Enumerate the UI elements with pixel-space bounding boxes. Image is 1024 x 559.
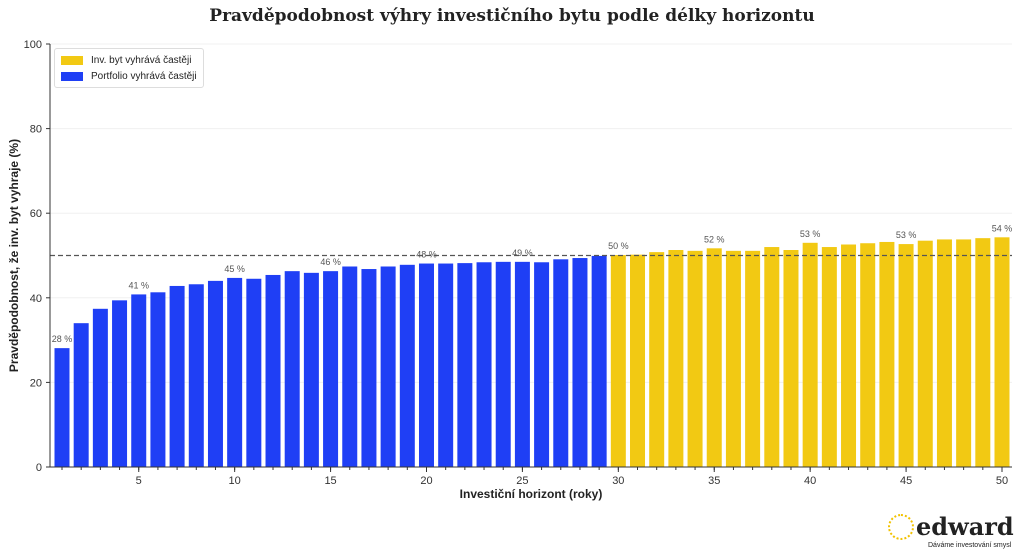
y-tick-label: 80 <box>30 124 42 136</box>
data-label: 48 % <box>416 250 437 260</box>
data-label: 41 % <box>128 280 149 290</box>
bar-year-10 <box>227 277 243 467</box>
bar-year-17 <box>361 269 377 467</box>
bar-year-44 <box>879 241 895 467</box>
bar-year-34 <box>687 250 703 467</box>
bar-year-22 <box>457 263 473 467</box>
logo-tagline: Dáváme investování smysl <box>928 542 1012 549</box>
bar-year-36 <box>725 250 741 467</box>
bar-year-16 <box>342 266 358 467</box>
chart-title: Pravděpodobnost výhry investičního bytu … <box>209 6 815 26</box>
bar-year-5 <box>131 294 147 467</box>
x-tick-label: 40 <box>804 475 816 487</box>
y-tick-label: 40 <box>30 293 42 305</box>
bar-year-49 <box>975 238 991 467</box>
bar-year-32 <box>649 252 665 467</box>
bar-year-3 <box>92 308 108 467</box>
x-tick-label: 20 <box>420 475 432 487</box>
legend-item-portfolio: Portfolio vyhrává častěji <box>61 68 197 84</box>
bar-year-35 <box>706 248 722 467</box>
bar-year-50 <box>994 237 1010 467</box>
y-tick-label: 20 <box>30 377 42 389</box>
bar-year-46 <box>917 240 933 467</box>
bar-year-24 <box>495 261 511 467</box>
y-axis-label: Pravděpodobnost, že inv. byt vyhraje (%) <box>7 139 21 372</box>
data-label: 53 % <box>896 230 917 240</box>
bar-year-13 <box>284 271 300 467</box>
bar-year-29 <box>591 255 607 467</box>
bar-year-27 <box>553 259 569 467</box>
bar-year-20 <box>418 263 434 467</box>
bar-year-23 <box>476 262 492 467</box>
bar-year-37 <box>745 250 761 467</box>
y-tick-label: 0 <box>36 462 42 474</box>
legend: Inv. byt vyhrává častěji Portfolio vyhrá… <box>54 48 204 88</box>
bar-year-21 <box>438 263 454 467</box>
y-tick-label: 60 <box>30 208 42 220</box>
legend-item-byt: Inv. byt vyhrává častěji <box>61 52 197 68</box>
bar-year-33 <box>668 250 684 467</box>
x-axis-label: Investiční horizont (roky) <box>460 487 603 501</box>
bar-year-25 <box>514 261 530 467</box>
bar-year-43 <box>860 243 876 467</box>
bar-year-11 <box>246 278 262 467</box>
bar-year-38 <box>764 247 780 467</box>
x-tick-label: 15 <box>324 475 336 487</box>
bar-year-45 <box>898 244 914 467</box>
bar-year-6 <box>150 292 166 467</box>
data-label: 45 % <box>224 264 245 274</box>
x-tick-label: 30 <box>612 475 624 487</box>
data-label: 28 % <box>52 334 73 344</box>
x-tick-label: 25 <box>516 475 528 487</box>
bar-year-14 <box>303 272 319 467</box>
bar-year-9 <box>207 280 223 467</box>
data-label: 46 % <box>320 257 341 267</box>
logo-sun-icon <box>888 514 914 540</box>
bar-year-30 <box>610 255 626 467</box>
data-label: 54 % <box>992 223 1013 233</box>
bar-year-4 <box>112 300 128 467</box>
legend-label: Inv. byt vyhrává častěji <box>91 54 192 66</box>
x-tick-label: 50 <box>996 475 1008 487</box>
bar-year-8 <box>188 284 204 467</box>
bar-year-42 <box>841 244 857 467</box>
bar-year-7 <box>169 285 185 467</box>
legend-swatch-blue <box>61 71 83 81</box>
bar-year-28 <box>572 258 588 467</box>
bar-year-12 <box>265 274 281 467</box>
bar-year-47 <box>936 239 952 467</box>
bar-year-31 <box>630 254 646 467</box>
legend-swatch-yellow <box>61 55 83 65</box>
data-label: 53 % <box>800 229 821 239</box>
x-tick-label: 35 <box>708 475 720 487</box>
bar-year-39 <box>783 250 799 467</box>
legend-label: Portfolio vyhrává častěji <box>91 70 197 82</box>
x-tick-label: 45 <box>900 475 912 487</box>
x-tick-label: 5 <box>136 475 142 487</box>
data-label: 50 % <box>608 241 629 251</box>
bar-year-48 <box>956 239 972 467</box>
y-tick-label: 100 <box>24 39 42 51</box>
bar-year-18 <box>380 266 396 467</box>
bar-year-1 <box>54 348 70 467</box>
bar-year-41 <box>821 247 837 467</box>
bar-year-40 <box>802 242 818 467</box>
x-tick-label: 10 <box>229 475 241 487</box>
data-label: 52 % <box>704 234 725 244</box>
data-label: 49 % <box>512 248 533 258</box>
bar-year-26 <box>534 262 550 467</box>
bar-year-2 <box>73 323 89 467</box>
bar-year-15 <box>323 271 339 467</box>
logo-word: edward <box>916 512 1014 541</box>
bar-year-19 <box>399 264 415 467</box>
